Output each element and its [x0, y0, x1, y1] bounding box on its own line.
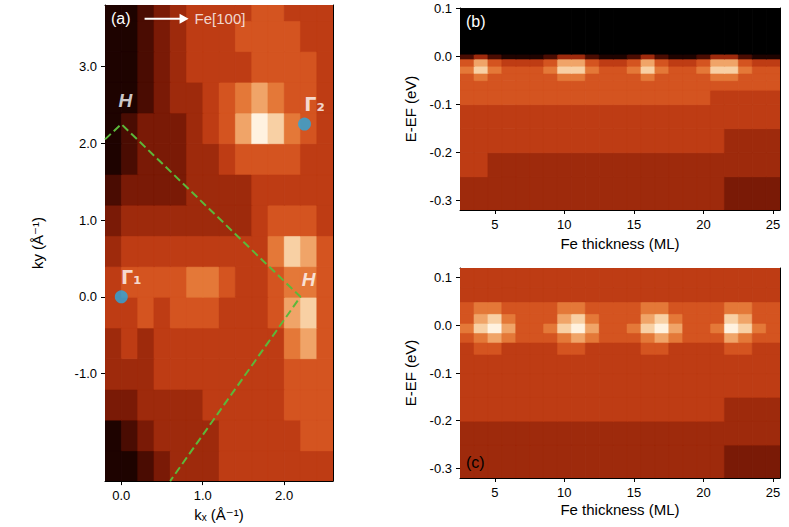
svg-text:-0.2: -0.2 [430, 145, 452, 160]
svg-text:Fe thickness (ML): Fe thickness (ML) [560, 235, 679, 252]
svg-text:Fe thickness (ML): Fe thickness (ML) [560, 501, 679, 518]
svg-text:H: H [118, 90, 133, 111]
svg-text:-0.1: -0.1 [430, 366, 452, 381]
svg-text:1.0: 1.0 [79, 213, 97, 228]
svg-text:0.0: 0.0 [434, 49, 452, 64]
svg-text:Fe[100]: Fe[100] [195, 10, 246, 27]
svg-text:Γ₁: Γ₁ [121, 266, 141, 288]
svg-text:2.0: 2.0 [275, 488, 293, 503]
svg-text:ky (Å⁻¹): ky (Å⁻¹) [29, 217, 46, 269]
svg-text:10: 10 [557, 217, 571, 232]
svg-text:(c): (c) [466, 454, 485, 471]
svg-text:H: H [302, 269, 317, 290]
svg-text:25: 25 [766, 217, 780, 232]
svg-text:-0.1: -0.1 [430, 97, 452, 112]
svg-text:Γ₂: Γ₂ [304, 93, 324, 115]
svg-text:-1.0: -1.0 [75, 366, 97, 381]
svg-text:2.0: 2.0 [79, 136, 97, 151]
svg-text:-0.3: -0.3 [430, 461, 452, 476]
svg-text:E-EF (eV): E-EF (eV) [402, 340, 419, 407]
svg-text:15: 15 [627, 217, 641, 232]
svg-text:1.0: 1.0 [194, 488, 212, 503]
svg-text:15: 15 [627, 485, 641, 500]
svg-text:5: 5 [491, 217, 498, 232]
svg-text:kₓ (Å⁻¹): kₓ (Å⁻¹) [194, 506, 244, 523]
svg-text:5: 5 [491, 485, 498, 500]
svg-text:0.0: 0.0 [112, 488, 130, 503]
svg-text:0.0: 0.0 [434, 318, 452, 333]
svg-text:25: 25 [766, 485, 780, 500]
svg-text:0.1: 0.1 [434, 270, 452, 285]
svg-text:(a): (a) [111, 10, 131, 27]
svg-text:20: 20 [696, 485, 710, 500]
svg-text:0.1: 0.1 [434, 1, 452, 16]
svg-text:0.0: 0.0 [79, 289, 97, 304]
svg-text:E-EF (eV): E-EF (eV) [402, 76, 419, 143]
svg-text:-0.3: -0.3 [430, 193, 452, 208]
svg-text:20: 20 [696, 217, 710, 232]
svg-text:-0.2: -0.2 [430, 413, 452, 428]
svg-text:10: 10 [557, 485, 571, 500]
svg-text:3.0: 3.0 [79, 59, 97, 74]
svg-text:(b): (b) [466, 13, 486, 30]
